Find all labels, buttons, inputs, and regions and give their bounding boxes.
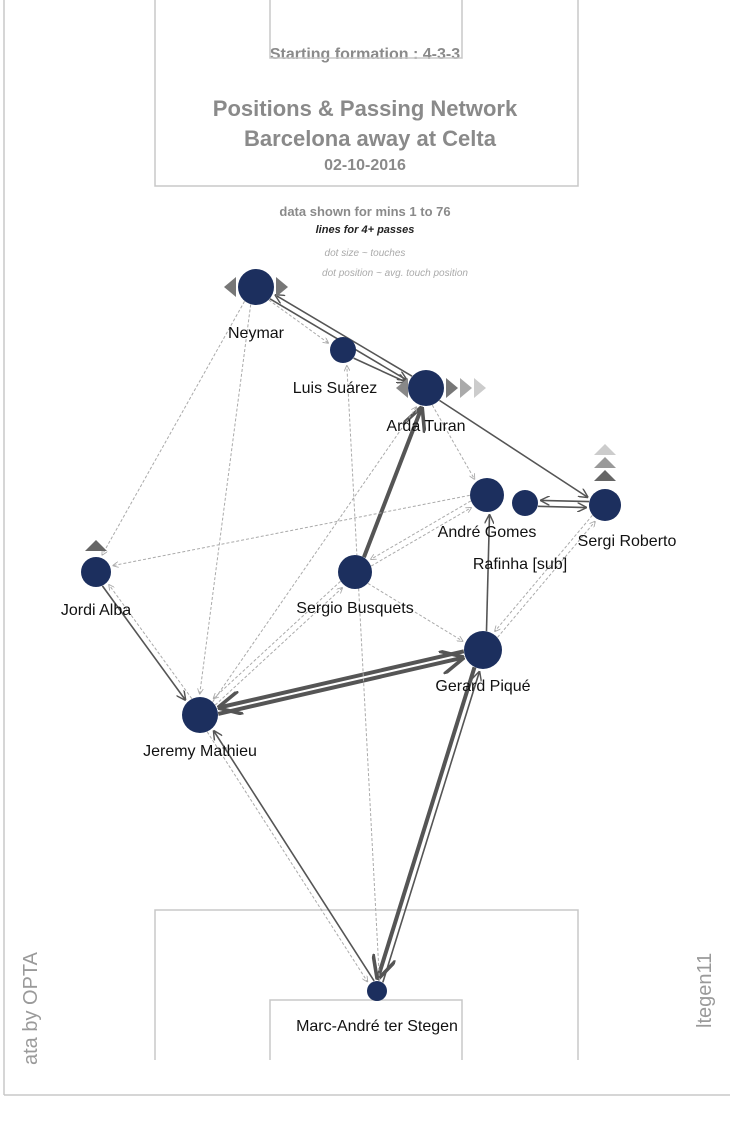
pass-line-gomes-to-busquets — [371, 500, 472, 559]
pass-line-mathieu-to-terstegen — [206, 731, 367, 982]
player-dot-mathieu[interactable] — [182, 697, 218, 733]
player-dot-roberto[interactable] — [589, 489, 621, 521]
triangle-icon — [594, 444, 616, 455]
pass-line-busquets-to-gomes — [370, 508, 471, 567]
pass-line-mathieu-to-busquets — [214, 588, 342, 706]
chart-title-line1: Positions & Passing Network — [212, 96, 518, 121]
pass-line-mathieu-to-pique — [217, 658, 462, 716]
pass-line-terstegen-to-suarez — [347, 366, 380, 981]
player-label-suarez: Luis Suárez — [292, 380, 378, 397]
player-label-roberto: Sergi Roberto — [577, 533, 677, 550]
pass-line-arda-to-gomes — [431, 404, 474, 479]
bottom-six-yard-box — [269, 999, 463, 1060]
player-dot-neymar[interactable] — [238, 269, 274, 305]
triangle-icon — [85, 540, 107, 551]
player-dot-terstegen[interactable] — [367, 981, 387, 1001]
pass-line-terstegen-to-mathieu — [214, 731, 375, 982]
player-label-terstegen: Marc-André ter Stegen — [296, 1018, 458, 1035]
player-dot-pique[interactable] — [464, 631, 502, 669]
player-label-busquets: Sergio Busquets — [296, 600, 414, 617]
chart-title-line2: Barcelona away at Celta — [244, 126, 496, 151]
player-dot-gomes[interactable] — [470, 478, 504, 512]
pass-line-arda-to-roberto — [438, 399, 587, 497]
dot-position-note: dot position ~ avg. touch position — [322, 268, 468, 279]
pass-line-mathieu-to-arda — [212, 407, 417, 703]
pass-line-pique-to-terstegen — [378, 666, 477, 977]
player-label-alba: Jordi Alba — [60, 602, 132, 619]
player-label-neymar: Neymar — [227, 325, 285, 342]
pass-line-terstegen-to-pique — [382, 672, 480, 983]
data-source-credit: ata by OPTA — [20, 951, 42, 1065]
pass-line-neymar-to-mathieu — [200, 304, 252, 693]
player-dot-arda[interactable] — [408, 370, 444, 406]
pass-line-pique-to-roberto — [497, 521, 596, 638]
lines-note: lines for 4+ passes — [315, 224, 415, 236]
pass-line-rafinha-to-roberto — [537, 506, 586, 507]
diamond-icon — [446, 378, 458, 398]
dot-size-note: dot size ~ touches — [324, 248, 406, 259]
pass-line-suarez-to-arda — [353, 357, 406, 382]
diamond-icon — [460, 378, 472, 398]
top-six-yard-box — [269, 0, 463, 59]
minutes-note: data shown for mins 1 to 76 — [279, 204, 451, 219]
top-penalty-box — [154, 0, 579, 187]
sub-markers — [85, 277, 616, 551]
triangle-icon — [594, 457, 616, 468]
player-label-arda: Arda Turan — [386, 418, 466, 435]
player-label-pique: Gerard Piqué — [435, 678, 531, 695]
player-dot-suarez[interactable] — [330, 337, 356, 363]
pass-line-roberto-to-pique — [495, 514, 593, 631]
pass-line-busquets-to-pique — [367, 582, 463, 641]
bottom-penalty-box — [154, 909, 579, 1060]
pass-line-pique-to-mathieu — [220, 649, 465, 707]
match-date: 02-10-2016 — [324, 157, 406, 174]
triangle-icon — [594, 470, 616, 481]
diamond-icon — [396, 378, 408, 398]
player-dot-alba[interactable] — [81, 557, 111, 587]
author-credit: ltegen11 — [694, 952, 716, 1028]
player-dot-rafinha[interactable] — [512, 490, 538, 516]
pitch-markings — [3, 0, 730, 1096]
pass-line-arda-to-neymar — [276, 295, 413, 377]
pass-line-neymar-to-suarez — [268, 299, 328, 343]
pass-line-mathieu-to-alba — [109, 585, 193, 699]
player-label-mathieu: Jeremy Mathieu — [143, 743, 257, 760]
pass-line-gomes-to-alba — [113, 494, 470, 565]
pass-line-neymar-to-alba — [102, 300, 246, 555]
diamond-icon — [224, 277, 236, 297]
pass-line-busquets-to-mathieu — [213, 580, 341, 698]
pass-line-roberto-to-rafinha — [541, 500, 590, 501]
player-dot-busquets[interactable] — [338, 555, 372, 589]
player-label-gomes: André Gomes — [437, 524, 537, 541]
pass-line-alba-to-mathieu — [101, 585, 185, 700]
diamond-icon — [474, 378, 486, 398]
player-label-rafinha: Rafinha [sub] — [472, 556, 568, 573]
pass-line-busquets-to-arda — [362, 409, 421, 558]
pass-line-pique-to-gomes — [486, 515, 489, 632]
diamond-icon — [276, 277, 288, 297]
